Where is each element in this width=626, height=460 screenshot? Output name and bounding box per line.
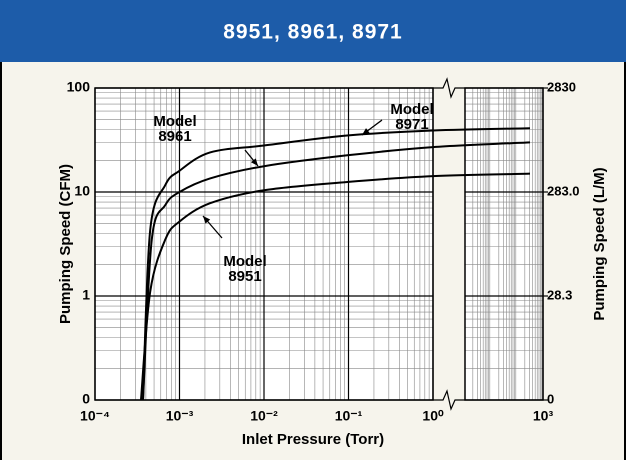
annotation: 8951 bbox=[228, 268, 261, 285]
y-tick-label: 0 bbox=[82, 391, 90, 407]
grid bbox=[94, 77, 548, 411]
axis-break bbox=[433, 77, 465, 99]
x-tick-label: 10⁻¹ bbox=[335, 408, 363, 424]
chart-title: 8951, 8961, 8971 bbox=[223, 21, 403, 44]
x-tick-label: 10⁻⁴ bbox=[80, 408, 110, 424]
annotation: Model bbox=[223, 253, 266, 270]
series-line bbox=[142, 141, 531, 401]
y2-tick-label: 0 bbox=[547, 391, 554, 406]
axis-break bbox=[433, 389, 465, 411]
arrow-head bbox=[203, 216, 211, 224]
y-tick-label: 100 bbox=[67, 79, 91, 95]
series-line bbox=[139, 172, 531, 401]
x-tick-label: 10⁻³ bbox=[166, 408, 194, 424]
header bbox=[0, 0, 626, 62]
annotation: Model bbox=[153, 113, 196, 130]
y2-tick-label: 28.3 bbox=[547, 287, 572, 302]
x-tick-label: 10³ bbox=[533, 408, 554, 424]
annotation: 8961 bbox=[158, 128, 191, 145]
annotation: Model bbox=[390, 101, 433, 118]
y-tick-label: 1 bbox=[82, 287, 90, 303]
plot-area-right bbox=[465, 88, 543, 400]
axis-break-gap bbox=[441, 390, 455, 410]
y2-axis-label: Pumping Speed (L/M) bbox=[591, 167, 608, 320]
y2-tick-label: 283.0 bbox=[547, 183, 580, 198]
x-tick-label: 10⁻² bbox=[250, 408, 278, 424]
marks bbox=[139, 127, 531, 401]
y-axis-label: Pumping Speed (CFM) bbox=[57, 164, 74, 324]
axis-break-gap bbox=[441, 78, 455, 98]
y-tick-label: 10 bbox=[74, 183, 90, 199]
series-line bbox=[142, 127, 531, 401]
x-tick-label: 10⁰ bbox=[422, 408, 444, 424]
arrow-head bbox=[250, 158, 258, 166]
plot-frame bbox=[94, 87, 434, 401]
arrow-head bbox=[362, 128, 370, 135]
x-axis-label: Inlet Pressure (Torr) bbox=[242, 431, 384, 448]
y2-tick-label: 2830 bbox=[547, 79, 576, 94]
plot-frame bbox=[464, 87, 544, 401]
annotation: 8971 bbox=[395, 116, 428, 133]
